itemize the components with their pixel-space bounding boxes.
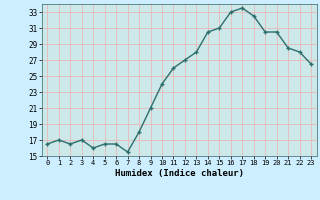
X-axis label: Humidex (Indice chaleur): Humidex (Indice chaleur): [115, 169, 244, 178]
